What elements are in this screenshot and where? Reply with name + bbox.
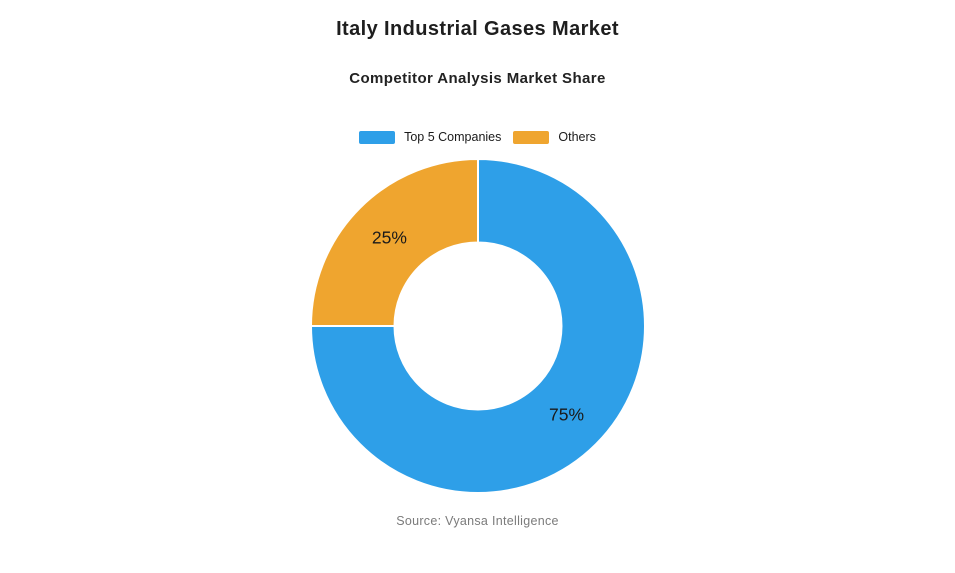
source-note: Source: Vyansa Intelligence: [396, 514, 559, 528]
legend: Top 5 Companies Others: [0, 130, 955, 144]
legend-item-top-5-companies[interactable]: Top 5 Companies: [359, 130, 501, 144]
slice-percent-label: 25%: [372, 227, 407, 247]
chart-title: Italy Industrial Gases Market: [336, 18, 619, 40]
pie-slice-others[interactable]: [310, 158, 479, 327]
legend-item-others[interactable]: Others: [513, 130, 596, 144]
donut-chart: 75% 25%: [310, 158, 646, 494]
legend-label-others: Others: [558, 130, 596, 144]
legend-swatch-top-5-companies: [359, 130, 396, 144]
legend-swatch-others: [513, 130, 550, 144]
chart-subtitle: Competitor Analysis Market Share: [349, 70, 606, 87]
pie-slice-top-5-companies[interactable]: [310, 158, 646, 494]
legend-label-top-5-companies: Top 5 Companies: [404, 130, 502, 144]
slice-percent-label: 75%: [549, 405, 584, 425]
